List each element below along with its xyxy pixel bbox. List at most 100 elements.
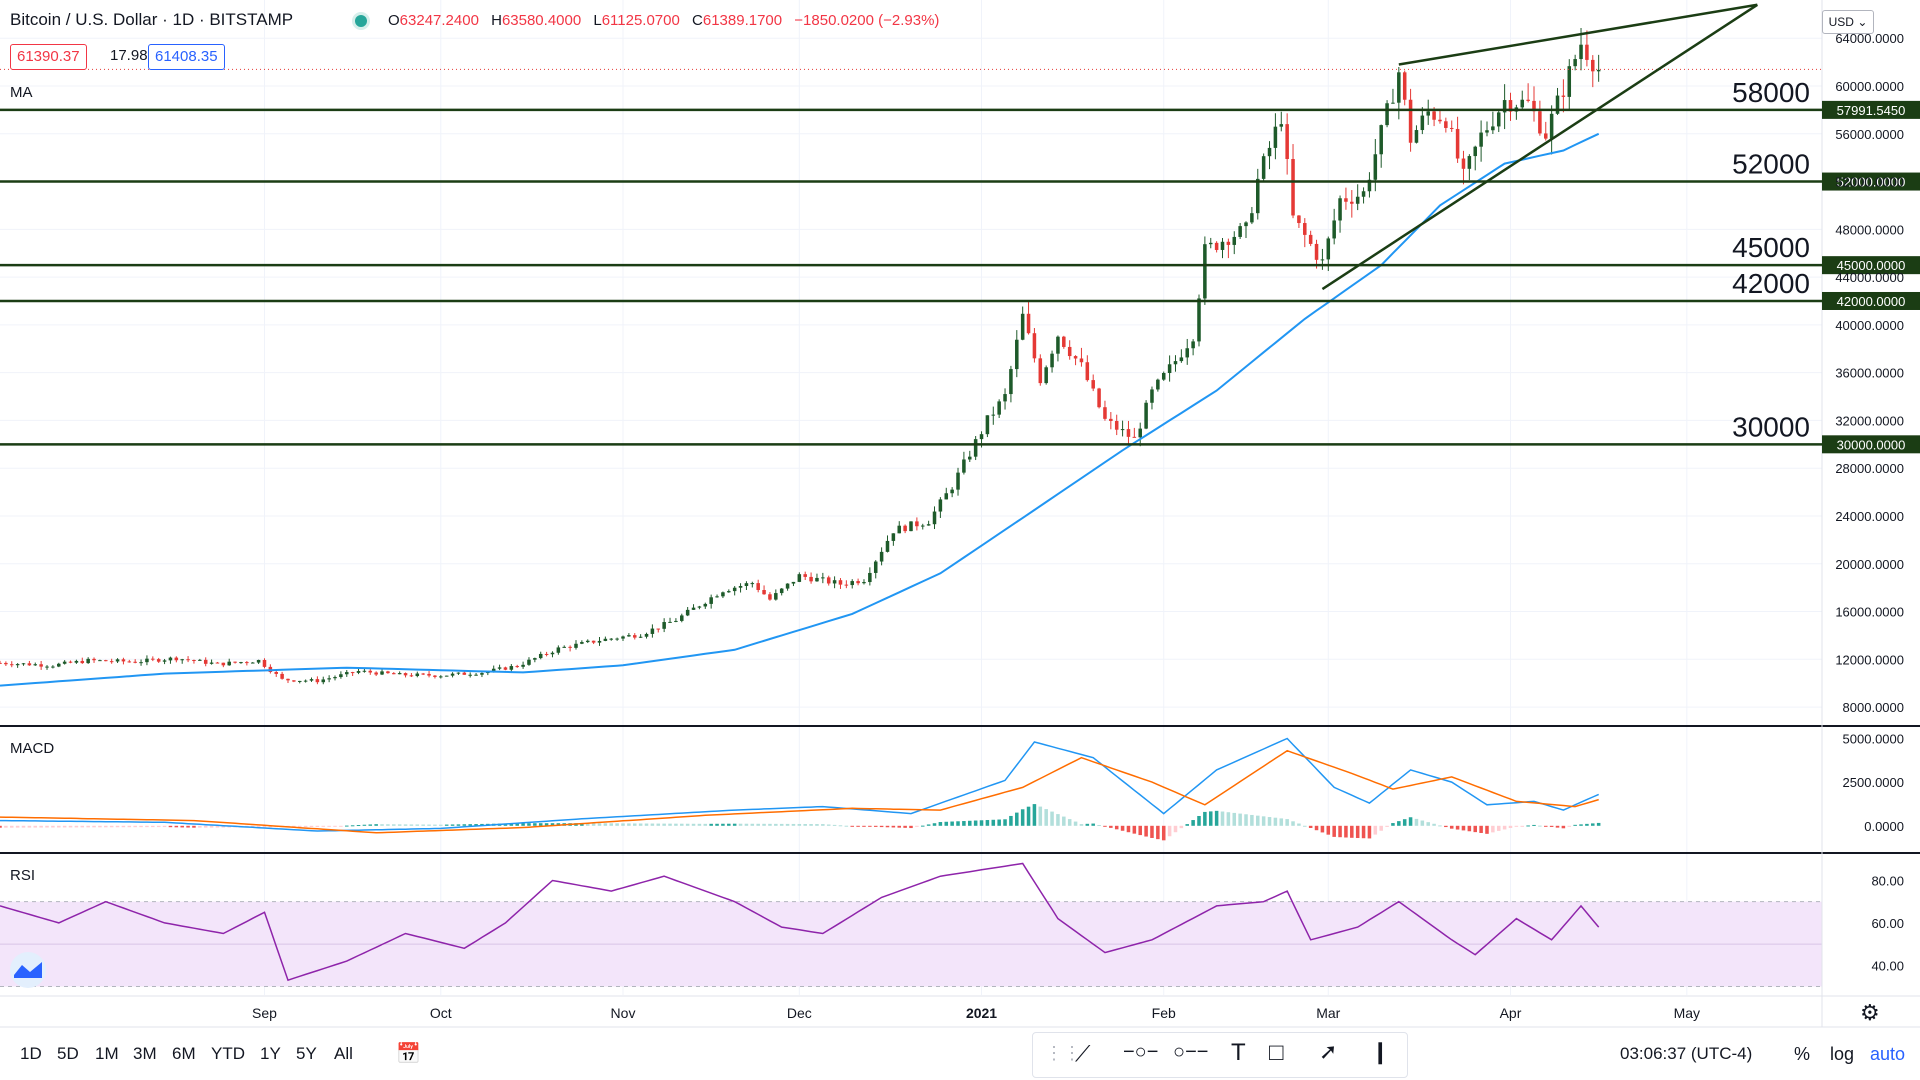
macd-indicator-label[interactable]: MACD [10,740,55,757]
candle-body [109,661,114,663]
macd-histogram-bar [1085,823,1090,826]
arrow-tool-icon[interactable]: ➚ [1319,1039,1338,1064]
horizontal-ray-icon[interactable]: −○− [1123,1041,1159,1063]
candle-body [1326,238,1331,260]
candle-body [1250,213,1254,223]
candle-body [1414,130,1419,143]
candle-body [1291,159,1295,216]
clock[interactable]: 03:06:37 (UTC-4) [1620,1044,1753,1063]
macd-histogram-bar [1244,814,1248,826]
macd-histogram-bar [92,825,96,828]
auto-scale-toggle[interactable]: auto [1870,1044,1906,1064]
candle-body [638,636,643,638]
candle-body [973,439,978,457]
macd-histogram-bar [615,823,619,826]
candle-body [444,675,449,677]
level-axis-label-30000: 30000.0000 [1837,437,1906,452]
macd-histogram-bar [1326,825,1331,835]
candle [868,567,872,586]
candle-body [1161,373,1166,380]
settings-gear-icon[interactable]: ⚙ [1860,1000,1880,1025]
candle [1338,195,1342,233]
candle-body [333,677,337,679]
candle [1402,70,1407,106]
trend-line-icon[interactable]: ⟋ [1075,1041,1091,1066]
timeframe-5y[interactable]: 5Y [296,1044,317,1063]
candle-body [1244,222,1248,227]
candle [585,639,590,644]
candle-body [727,591,731,593]
candle [280,671,284,680]
candle [779,588,784,596]
macd-tick-label: 0.0000 [1864,819,1904,834]
candle [1438,109,1442,124]
candle-body [821,577,825,579]
timeframe-1d[interactable]: 1D [20,1044,42,1063]
timeframe-5d[interactable]: 5D [57,1044,79,1063]
candle-body [938,499,943,512]
candle-body [433,675,437,677]
candle [791,581,796,587]
candle-body [57,663,61,667]
drag-handle-icon[interactable]: ⋮⋮ [1045,1043,1081,1063]
candle-body [151,658,155,660]
log-scale-toggle[interactable]: log [1830,1044,1855,1064]
candle-body [1314,243,1319,260]
candle-body [80,660,85,664]
macd-histogram-bar [1220,811,1225,826]
candle [392,672,396,675]
candle [873,560,878,579]
date-range-icon[interactable]: 📅 [396,1043,421,1065]
candle [27,660,32,666]
macd-histogram-bar [427,824,431,826]
rsi-indicator-label[interactable]: RSI [10,867,36,884]
symbol-title[interactable]: Bitcoin / U.S. Dollar · 1D · BITSTAMP [10,10,294,29]
candle [615,637,619,641]
ma-indicator-label[interactable]: MA [10,84,33,101]
sell-price-button[interactable]: 61390.37 [10,44,87,70]
candle-body [691,607,696,610]
candle [550,651,555,658]
macd-histogram-bar [991,819,996,826]
candle [1543,121,1548,141]
level-label-45000: 45000 [1732,232,1810,263]
candle-body [1156,379,1160,390]
candle-body [1285,124,1289,160]
percent-scale-toggle[interactable]: % [1794,1044,1811,1064]
horizontal-line-icon[interactable]: ○−− [1173,1041,1209,1063]
macd-histogram-bar [715,823,719,826]
timeframe-6m[interactable]: 6M [172,1044,196,1063]
macd-histogram-bar [1485,825,1489,834]
macd-histogram-bar [1091,823,1095,826]
rectangle-tool-icon[interactable]: □ [1269,1039,1284,1066]
candle [1308,230,1313,247]
timeframe-3m[interactable]: 3M [133,1044,157,1063]
candle-body [68,661,73,663]
candle-body [1079,358,1084,363]
macd-histogram-bar [691,823,696,826]
timeframe-1m[interactable]: 1M [95,1044,119,1063]
candle [1285,113,1289,175]
candle [292,680,296,683]
timeframe-all[interactable]: All [334,1044,353,1063]
timeframe-ytd[interactable]: YTD [211,1044,245,1063]
candle [1009,365,1013,403]
candle-body [1549,113,1554,139]
currency-selector[interactable]: USD ⌄ [1822,10,1874,34]
buy-price-button[interactable]: 61408.35 [148,44,225,70]
macd-histogram-bar [1097,825,1101,827]
macd-histogram-bar [1449,825,1454,829]
candle [121,657,126,665]
macd-histogram-bar [68,825,73,828]
timeframe-1y[interactable]: 1Y [260,1044,281,1063]
text-tool-icon[interactable]: T [1231,1039,1246,1066]
candle-body [1032,333,1037,359]
candle [515,664,519,668]
candle-body [962,459,966,473]
candle [1561,79,1566,113]
candle [92,657,96,663]
macd-histogram-bar [309,825,314,828]
vertical-line-icon[interactable]: ❙ [1371,1039,1390,1064]
candle [15,663,20,668]
